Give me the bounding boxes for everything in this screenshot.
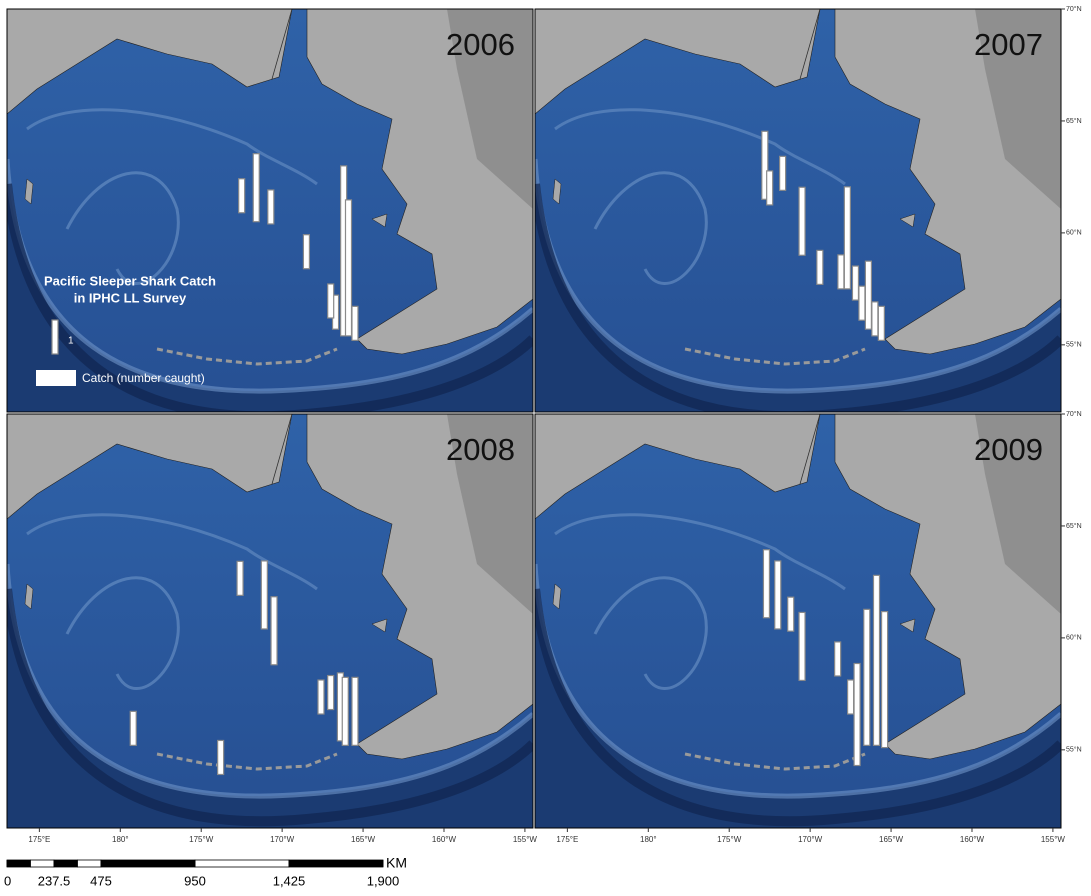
panel <box>6 8 534 413</box>
catch-bar <box>851 265 860 301</box>
legend-swatch <box>36 370 76 386</box>
lat-tick-label: 55°N <box>1066 341 1082 349</box>
catch-bar <box>766 170 774 206</box>
lon-tick-label: 175°W <box>717 835 742 844</box>
catch-bar <box>863 608 871 746</box>
lat-tick-label: 65°N <box>1066 522 1082 530</box>
catch-bar <box>837 254 845 290</box>
catch-bar <box>774 560 782 630</box>
catch-bar <box>787 596 795 632</box>
catch-bar <box>761 130 769 200</box>
panel <box>534 8 1062 413</box>
legend-label: Catch (number caught) <box>82 371 205 385</box>
legend-bar <box>51 319 59 355</box>
scale-segment <box>77 859 102 868</box>
catch-bar <box>762 549 771 619</box>
catch-bar <box>351 305 359 341</box>
lat-tick-label: 60°N <box>1066 634 1082 642</box>
catch-bar <box>798 186 806 256</box>
catch-bar <box>341 676 349 746</box>
catch-bar <box>846 679 855 715</box>
catch-bar <box>344 199 353 337</box>
scale-label: 950 <box>184 873 206 888</box>
catch-bar <box>267 189 275 225</box>
catch-bar <box>327 283 335 319</box>
lon-tick-label: 165°W <box>351 835 376 844</box>
year-label: 2009 <box>974 432 1043 467</box>
legend-sample-label: 1 <box>68 336 74 347</box>
legend-title: Pacific Sleeper Shark Catch <box>44 273 216 288</box>
catch-bar <box>864 260 873 330</box>
catch-bar <box>872 574 881 746</box>
catch-bar <box>877 305 885 341</box>
scale-label: 1,900 <box>367 873 400 888</box>
legend-title: in IPHC LL Survey <box>74 290 187 305</box>
lon-tick-label: 170°W <box>798 835 823 844</box>
lon-tick-label: 180° <box>112 835 129 844</box>
lat-tick-label: 60°N <box>1066 229 1082 237</box>
panel <box>6 413 534 829</box>
lon-tick-label: 160°W <box>432 835 457 844</box>
lat-tick-label: 70°N <box>1066 410 1082 418</box>
lon-tick-label: 155°W <box>1041 835 1066 844</box>
lat-tick-label: 55°N <box>1066 746 1082 754</box>
scale-segment <box>288 859 384 868</box>
scale-unit: KM <box>386 855 407 871</box>
catch-bar <box>302 234 311 270</box>
catch-bar <box>853 662 861 767</box>
catch-bar <box>858 285 866 321</box>
catch-bar <box>871 301 879 337</box>
scale-label: 0 <box>4 873 11 888</box>
catch-bar <box>260 560 268 630</box>
catch-bar <box>238 178 246 214</box>
scale-segment <box>6 859 31 868</box>
scale-segment <box>100 859 196 868</box>
lon-tick-label: 155°W <box>513 835 538 844</box>
year-label: 2008 <box>446 432 515 467</box>
lat-tick-label: 65°N <box>1066 117 1082 125</box>
catch-bar <box>834 641 842 677</box>
lon-tick-label: 165°W <box>879 835 904 844</box>
catch-bar <box>779 155 787 191</box>
catch-bar <box>798 611 806 682</box>
scale-segment <box>194 859 290 868</box>
year-label: 2007 <box>974 27 1043 62</box>
catch-bar <box>816 249 824 285</box>
panel <box>534 413 1062 829</box>
scale-segment <box>53 859 78 868</box>
scale-label: 237.5 <box>38 873 71 888</box>
catch-bar <box>270 596 278 666</box>
catch-bar <box>843 186 851 290</box>
lon-tick-label: 170°W <box>270 835 295 844</box>
catch-bar <box>252 153 260 223</box>
lon-tick-label: 175°E <box>28 835 50 844</box>
catch-bar <box>236 560 244 596</box>
lon-tick-label: 175°W <box>189 835 214 844</box>
catch-bar <box>129 710 137 746</box>
catch-bar <box>217 739 225 776</box>
lon-tick-label: 180° <box>640 835 657 844</box>
scale-segment <box>30 859 55 868</box>
scale-label: 475 <box>90 873 112 888</box>
catch-bar <box>880 610 889 749</box>
year-label: 2006 <box>446 27 515 62</box>
lon-tick-label: 160°W <box>960 835 985 844</box>
lat-tick-label: 70°N <box>1066 5 1082 13</box>
catch-bar <box>317 679 325 715</box>
catch-bar <box>351 676 359 746</box>
scale-label: 1,425 <box>273 873 306 888</box>
lon-tick-label: 175°E <box>556 835 578 844</box>
catch-bar <box>327 674 335 711</box>
